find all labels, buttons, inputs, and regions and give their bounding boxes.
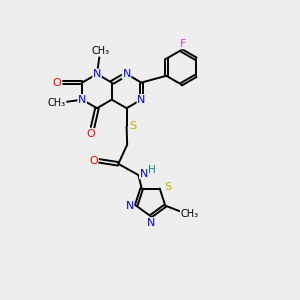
Text: S: S bbox=[130, 122, 136, 131]
Text: H: H bbox=[148, 165, 156, 175]
Text: O: O bbox=[87, 129, 95, 139]
Text: O: O bbox=[53, 78, 62, 88]
Text: N: N bbox=[125, 201, 134, 211]
Text: CH₃: CH₃ bbox=[48, 98, 66, 109]
Text: N: N bbox=[122, 69, 131, 79]
Text: N: N bbox=[78, 94, 86, 105]
Text: O: O bbox=[89, 156, 98, 166]
Text: CH₃: CH₃ bbox=[92, 46, 110, 56]
Text: CH₃: CH₃ bbox=[180, 209, 199, 219]
Text: N: N bbox=[146, 218, 155, 228]
Text: S: S bbox=[164, 182, 171, 192]
Text: N: N bbox=[137, 94, 146, 105]
Text: N: N bbox=[140, 169, 148, 178]
Text: F: F bbox=[179, 39, 186, 49]
Text: N: N bbox=[93, 69, 101, 79]
